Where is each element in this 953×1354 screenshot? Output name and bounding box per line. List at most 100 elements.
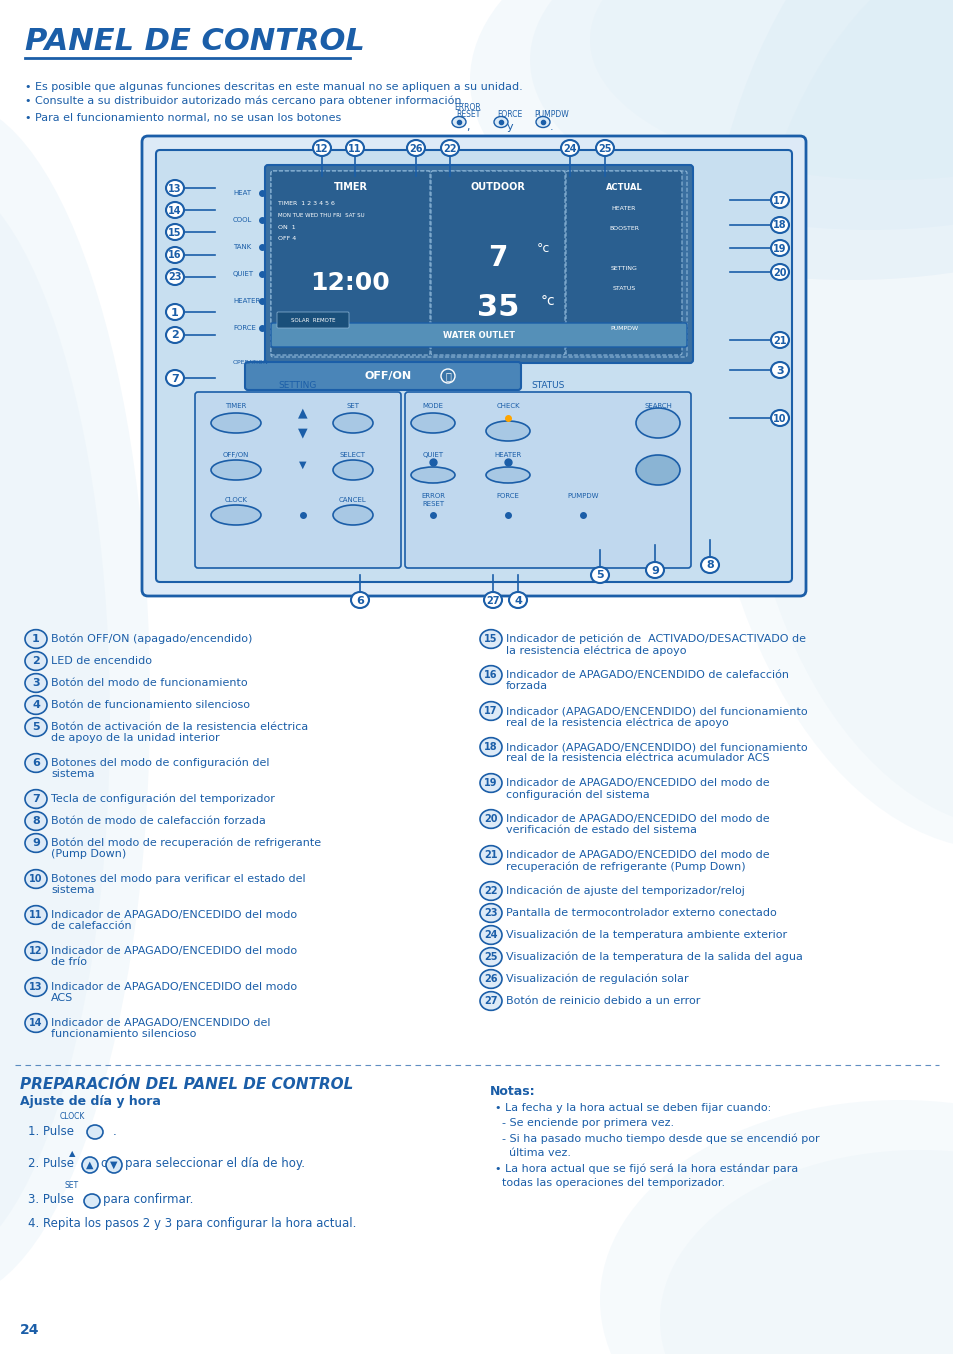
Ellipse shape xyxy=(470,0,953,280)
Ellipse shape xyxy=(440,370,455,383)
Ellipse shape xyxy=(770,192,788,209)
Text: 10: 10 xyxy=(773,413,786,424)
Ellipse shape xyxy=(770,217,788,233)
Text: HEATER: HEATER xyxy=(494,452,521,458)
Text: QUIET: QUIET xyxy=(422,452,443,458)
Ellipse shape xyxy=(25,630,47,649)
Text: 19: 19 xyxy=(773,244,786,253)
Text: sistema: sistema xyxy=(51,769,94,779)
FancyBboxPatch shape xyxy=(156,150,791,582)
Text: ▲: ▲ xyxy=(86,1160,93,1170)
Text: • Es posible que algunas funciones descritas en este manual no se apliquen a su : • Es posible que algunas funciones descr… xyxy=(25,83,522,92)
Text: 8: 8 xyxy=(705,561,713,570)
Text: 18: 18 xyxy=(772,221,786,230)
Ellipse shape xyxy=(166,370,184,386)
Text: de apoyo de la unidad interior: de apoyo de la unidad interior xyxy=(51,733,219,743)
Text: 26: 26 xyxy=(484,975,497,984)
Text: 2: 2 xyxy=(32,657,40,666)
Ellipse shape xyxy=(333,505,373,525)
Ellipse shape xyxy=(599,1099,953,1354)
Text: (Pump Down): (Pump Down) xyxy=(51,849,126,858)
Text: verificación de estado del sistema: verificación de estado del sistema xyxy=(505,825,697,835)
Text: 6: 6 xyxy=(355,596,363,605)
Text: 7: 7 xyxy=(488,244,507,272)
Text: FORCE: FORCE xyxy=(233,325,255,330)
Text: ERROR: ERROR xyxy=(420,493,444,500)
Ellipse shape xyxy=(25,978,47,997)
Ellipse shape xyxy=(590,567,608,584)
Text: QUIET: QUIET xyxy=(233,271,253,278)
Ellipse shape xyxy=(589,0,953,180)
Text: 9: 9 xyxy=(32,838,40,849)
Ellipse shape xyxy=(25,696,47,715)
Ellipse shape xyxy=(333,413,373,433)
FancyBboxPatch shape xyxy=(245,362,520,390)
Text: CHECK: CHECK xyxy=(496,403,519,409)
Text: 11: 11 xyxy=(348,144,361,153)
Ellipse shape xyxy=(596,139,614,156)
Text: 22: 22 xyxy=(484,887,497,896)
Text: ▼: ▼ xyxy=(111,1160,117,1170)
Ellipse shape xyxy=(25,718,47,737)
Text: 3. Pulse: 3. Pulse xyxy=(28,1193,73,1206)
Ellipse shape xyxy=(479,701,501,720)
Text: SET: SET xyxy=(65,1181,79,1190)
Text: 11: 11 xyxy=(30,910,43,921)
FancyBboxPatch shape xyxy=(265,165,692,363)
Text: BOOSTER: BOOSTER xyxy=(608,226,639,230)
Ellipse shape xyxy=(770,332,788,348)
Text: FORCE: FORCE xyxy=(497,110,522,119)
Text: Indicador de APAGADO/ENCEDIDO del modo de: Indicador de APAGADO/ENCEDIDO del modo d… xyxy=(505,779,769,788)
Text: HEAT: HEAT xyxy=(233,190,251,196)
Ellipse shape xyxy=(479,846,501,864)
Text: SOLAR  REMOTE: SOLAR REMOTE xyxy=(291,317,335,322)
Text: 4: 4 xyxy=(514,596,521,605)
Ellipse shape xyxy=(411,413,455,433)
Text: FORCE: FORCE xyxy=(497,493,518,500)
Text: o: o xyxy=(100,1158,107,1170)
Ellipse shape xyxy=(479,926,501,944)
Ellipse shape xyxy=(770,362,788,378)
Ellipse shape xyxy=(25,754,47,772)
Text: OUTDOOR: OUTDOOR xyxy=(470,181,525,192)
Ellipse shape xyxy=(479,810,501,829)
Ellipse shape xyxy=(0,171,110,1270)
FancyBboxPatch shape xyxy=(565,171,681,355)
Text: configuración del sistema: configuración del sistema xyxy=(505,789,649,799)
Ellipse shape xyxy=(25,869,47,888)
Ellipse shape xyxy=(560,139,578,156)
Ellipse shape xyxy=(211,413,261,433)
Text: PREPARACIÓN DEL PANEL DE CONTROL: PREPARACIÓN DEL PANEL DE CONTROL xyxy=(20,1076,353,1091)
Ellipse shape xyxy=(636,408,679,437)
Text: última vez.: última vez. xyxy=(495,1148,571,1158)
Ellipse shape xyxy=(333,460,373,481)
Ellipse shape xyxy=(770,410,788,427)
Text: PANEL DE CONTROL: PANEL DE CONTROL xyxy=(25,27,364,57)
Text: OPERATION: OPERATION xyxy=(233,360,269,366)
Text: PUMPDW: PUMPDW xyxy=(567,493,598,500)
Text: 18: 18 xyxy=(484,742,497,753)
Text: HEATER: HEATER xyxy=(233,298,260,305)
Ellipse shape xyxy=(407,139,424,156)
Text: 17: 17 xyxy=(484,707,497,716)
Text: 24: 24 xyxy=(484,930,497,941)
Text: • La hora actual que se fijó será la hora estándar para: • La hora actual que se fijó será la hor… xyxy=(495,1163,798,1174)
Text: 16: 16 xyxy=(484,670,497,681)
Ellipse shape xyxy=(483,592,501,608)
Text: STATUS: STATUS xyxy=(531,380,564,390)
Text: 27: 27 xyxy=(484,997,497,1006)
Text: OFF 4: OFF 4 xyxy=(277,236,296,241)
Text: COOL: COOL xyxy=(233,217,253,223)
Ellipse shape xyxy=(530,0,953,230)
FancyBboxPatch shape xyxy=(405,393,690,567)
Ellipse shape xyxy=(25,651,47,670)
Text: 12: 12 xyxy=(30,946,43,956)
Text: Ajuste de día y hora: Ajuste de día y hora xyxy=(20,1095,161,1108)
Text: 24: 24 xyxy=(20,1323,39,1336)
Text: la resistencia eléctrica de apoyo: la resistencia eléctrica de apoyo xyxy=(505,645,686,655)
Ellipse shape xyxy=(479,948,501,967)
Text: ▼: ▼ xyxy=(299,460,307,470)
Text: TIMER: TIMER xyxy=(334,181,367,192)
Text: Botón de activación de la resistencia eléctrica: Botón de activación de la resistencia el… xyxy=(51,722,308,733)
Text: 3: 3 xyxy=(32,678,40,688)
